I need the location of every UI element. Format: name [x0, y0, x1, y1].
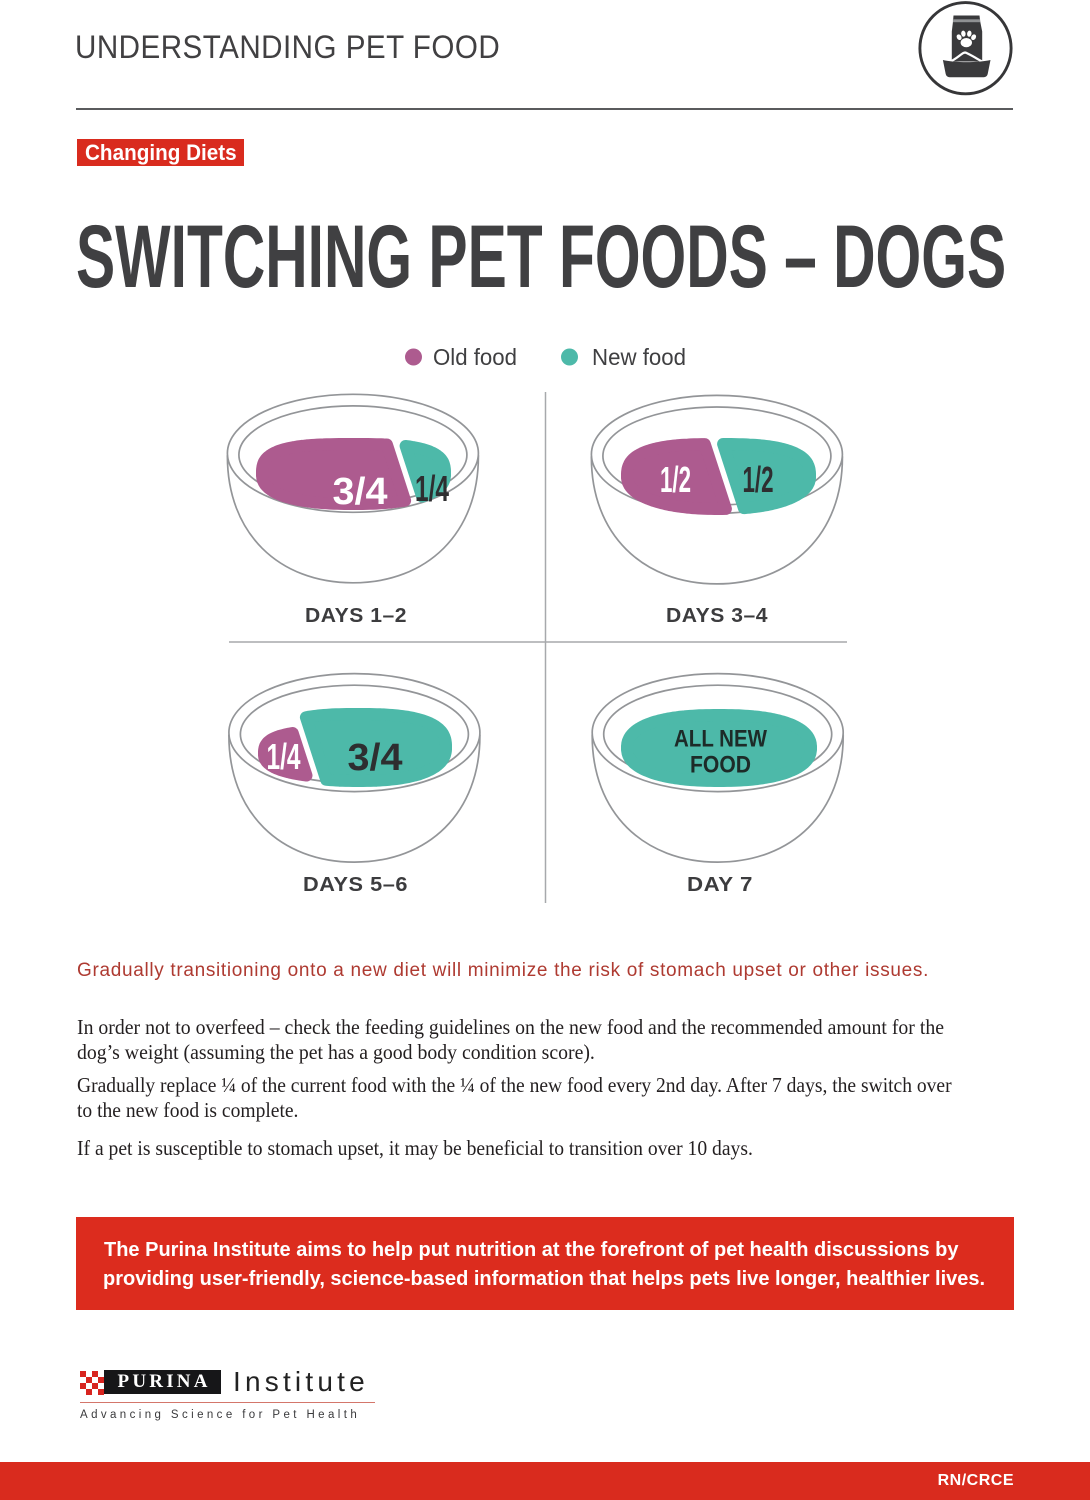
- svg-text:New food: New food: [592, 344, 686, 370]
- svg-text:3/4: 3/4: [348, 737, 403, 779]
- svg-text:1/2: 1/2: [743, 459, 774, 500]
- svg-text:1/4: 1/4: [415, 468, 449, 509]
- svg-text:ALL NEW: ALL NEW: [674, 726, 768, 753]
- svg-text:3/4: 3/4: [333, 471, 388, 513]
- svg-text:1/4: 1/4: [267, 736, 301, 777]
- svg-text:FOOD: FOOD: [690, 752, 751, 779]
- svg-text:DAYS 3–4: DAYS 3–4: [666, 605, 768, 627]
- svg-text:DAYS 5–6: DAYS 5–6: [303, 874, 408, 896]
- svg-text:DAYS 1–2: DAYS 1–2: [305, 605, 407, 627]
- svg-text:1/2: 1/2: [660, 459, 691, 500]
- svg-text:Old food: Old food: [433, 344, 517, 370]
- svg-text:DAY 7: DAY 7: [687, 874, 753, 896]
